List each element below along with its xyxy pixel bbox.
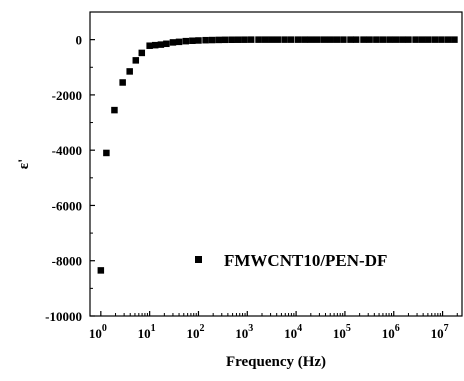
data-point [157,41,165,48]
y-tick-label: 0 [76,33,83,48]
data-point [287,36,295,43]
data-point [366,36,373,43]
data-point [313,36,321,43]
y-axis-title: ε' [16,159,32,170]
data-point [268,36,275,43]
data-point [169,39,177,46]
data-point [202,36,209,44]
data-point [444,36,452,43]
data-point [392,36,400,43]
labels-layer: 0 -2000 -4000 -6000 -8000 -10000 100 101 102 103 1… [45,33,448,341]
x-tick-label: 104 [284,323,302,341]
data-point [425,36,432,43]
data-point [373,36,380,43]
legend-label: FMWCNT10/PEN-DF [224,251,387,270]
data-point [208,36,216,44]
data-point [132,57,140,64]
data-point [333,36,341,43]
x-tick-label: 106 [382,323,400,341]
x-tick-label: 102 [186,323,204,341]
data-point [340,36,347,43]
data-point [294,36,302,43]
data-point [247,36,255,43]
data-point [126,68,133,75]
data-point [255,36,262,43]
data-point [261,36,269,43]
data-point [399,36,406,43]
data-point [347,36,354,43]
data-point [146,42,153,49]
data-point [163,40,170,48]
data-point [138,49,146,57]
data-point [151,41,159,49]
x-tick-label: 105 [333,323,351,341]
points-layer [97,36,458,274]
legend-marker [195,256,202,263]
x-tick-label: 100 [89,323,107,341]
data-point [175,38,183,46]
y-tick-label: -10000 [45,309,82,324]
data-point [301,36,308,43]
data-point [386,36,393,43]
data-point [379,36,387,43]
x-axis-title: Frequency (Hz) [226,354,326,370]
x-tick-label: 107 [431,323,449,341]
data-point [451,36,458,43]
data-point [189,37,196,44]
data-point [412,36,419,43]
data-point [274,36,281,43]
data-point [119,79,126,86]
data-point [228,36,235,43]
data-point [405,36,412,43]
data-point [320,36,328,43]
data-point [195,37,202,44]
data-point [438,36,445,43]
y-tick-label: -6000 [52,198,82,213]
ticks-layer [90,39,458,317]
data-point [431,36,439,43]
data-point [221,36,229,44]
data-point [241,36,248,43]
data-point [281,36,288,43]
data-point [182,37,190,45]
x-tick-label: 101 [138,323,156,341]
data-point [352,36,360,43]
data-point [215,36,222,44]
y-tick-label: -8000 [52,254,82,269]
data-point [326,36,334,43]
data-point [418,36,426,43]
y-tick-label: -4000 [52,143,82,158]
data-point [111,106,118,114]
data-point [234,36,242,43]
data-point [97,267,105,274]
data-point [307,36,315,43]
plot-frame [89,11,463,317]
legend: FMWCNT10/PEN-DF [195,251,387,270]
y-tick-label: -2000 [52,88,82,103]
data-point [103,149,110,157]
x-tick-label: 103 [235,323,253,341]
data-point [360,36,367,43]
